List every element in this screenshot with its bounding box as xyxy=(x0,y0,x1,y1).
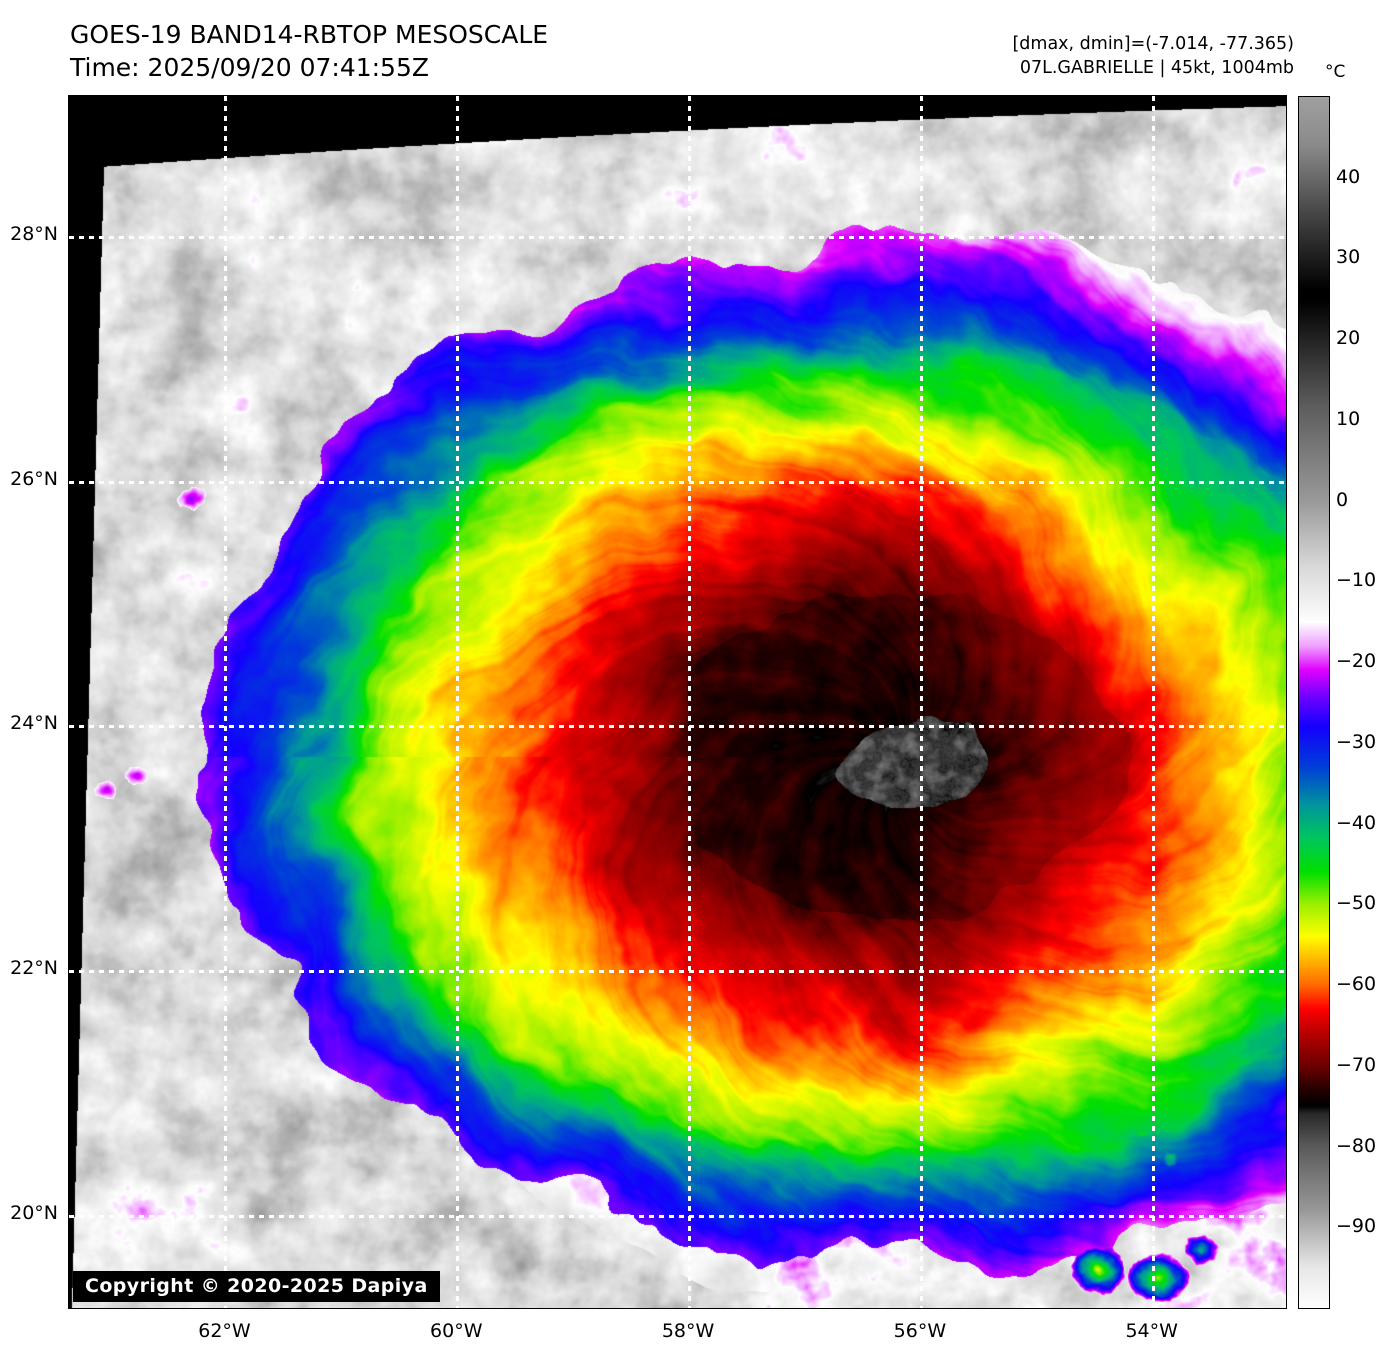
lat-tick-label: 24°N xyxy=(10,712,58,735)
colorbar-tick-label: −90 xyxy=(1336,1215,1377,1238)
colorbar-tick-label: −40 xyxy=(1336,811,1377,834)
colorbar-tick-label: −20 xyxy=(1336,650,1377,673)
lon-tick-label: 62°W xyxy=(198,1320,251,1342)
storm-info-label: 07L.GABRIELLE | 45kt, 1004mb xyxy=(1019,58,1294,78)
colorbar-tick-label: 40 xyxy=(1336,165,1361,188)
copyright-watermark: Copyright © 2020-2025 Dapiya xyxy=(73,1271,440,1302)
lon-tick-label: 54°W xyxy=(1125,1320,1178,1342)
lat-tick-label: 26°N xyxy=(10,467,58,490)
colorbar-tick-label: −50 xyxy=(1336,892,1377,915)
page-title: GOES-19 BAND14-RBTOP MESOSCALE xyxy=(70,20,549,49)
colorbar-tick-label: −70 xyxy=(1336,1053,1377,1076)
colorbar-tick-label: 30 xyxy=(1336,246,1361,269)
colorbar-gradient xyxy=(1298,96,1330,1309)
lon-tick-label: 60°W xyxy=(430,1320,483,1342)
colorbar-tick-label: 0 xyxy=(1336,488,1349,511)
satellite-imagery-canvas xyxy=(69,96,1286,1308)
title-block: GOES-19 BAND14-RBTOP MESOSCALE Time: 202… xyxy=(70,18,548,84)
lat-tick-label: 20°N xyxy=(10,1202,58,1225)
satellite-image-plot[interactable]: Copyright © 2020-2025 Dapiya xyxy=(68,95,1287,1309)
colorbar-tick-label: −30 xyxy=(1336,730,1377,753)
colorbar-tick-label: −80 xyxy=(1336,1134,1377,1157)
lat-tick-label: 22°N xyxy=(10,957,58,980)
colorbar-tick-label: −60 xyxy=(1336,973,1377,996)
colorbar-tick-label: −10 xyxy=(1336,569,1377,592)
timestamp-label: Time: 2025/09/20 07:41:55Z xyxy=(70,53,429,82)
dminmax-label: [dmax, dmin]=(-7.014, -77.365) xyxy=(1012,34,1294,54)
metadata-block: [dmax, dmin]=(-7.014, -77.365) 07L.GABRI… xyxy=(1012,32,1294,80)
lon-tick-label: 56°W xyxy=(893,1320,947,1342)
colorbar-unit-label: °C xyxy=(1325,62,1346,82)
lat-tick-label: 28°N xyxy=(10,222,58,245)
colorbar-tick-label: 20 xyxy=(1336,327,1361,350)
colorbar[interactable] xyxy=(1298,96,1330,1309)
colorbar-tick-label: 10 xyxy=(1336,407,1361,430)
lon-tick-label: 58°W xyxy=(661,1320,715,1342)
